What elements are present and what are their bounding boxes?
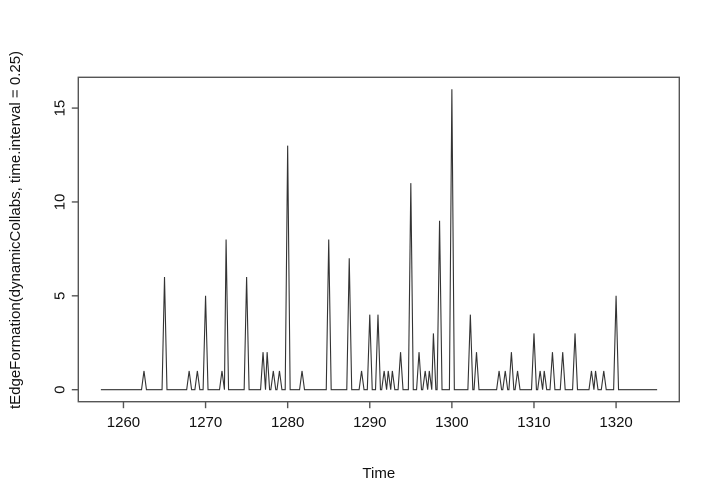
x-tick-label: 1270: [189, 414, 222, 431]
y-tick-label: 0: [51, 386, 68, 394]
x-axis-title: Time: [362, 465, 395, 482]
data-series-line: [100, 89, 658, 391]
x-tick-label: 1300: [435, 414, 468, 431]
x-tick-label: 1280: [271, 414, 304, 431]
x-tick-label: 1260: [107, 414, 140, 431]
x-tick-label: 1310: [517, 414, 550, 431]
y-axis-title: tEdgeFormation(dynamicCollabs, time.inte…: [7, 51, 24, 409]
x-tick-label: 1290: [353, 414, 386, 431]
y-tick-label: 10: [51, 194, 68, 211]
plot-box: [77, 76, 681, 403]
x-tick-label: 1320: [599, 414, 632, 431]
y-tick-label: 5: [51, 292, 68, 300]
y-tick-label: 15: [51, 100, 68, 117]
